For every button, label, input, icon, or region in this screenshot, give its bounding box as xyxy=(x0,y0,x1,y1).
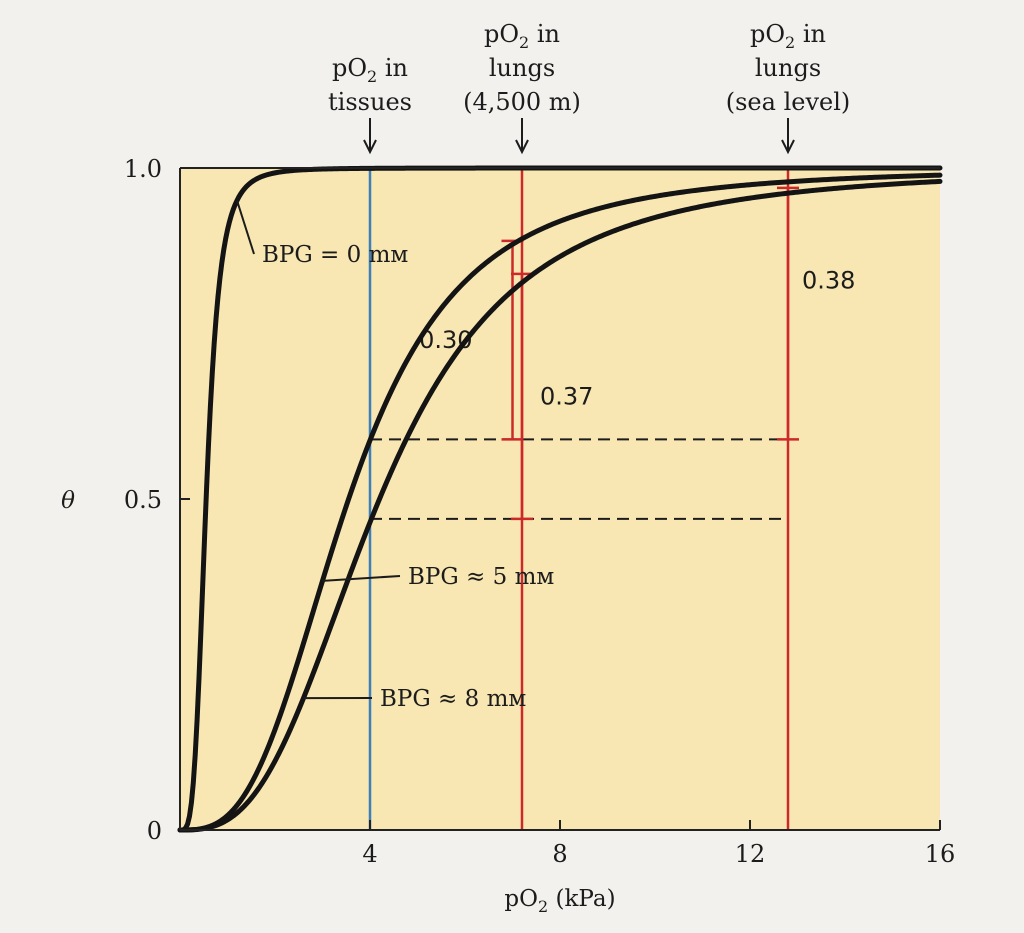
curve-label-1: BPG ≈ 5 mм xyxy=(408,564,554,590)
marker-label-1-line-0: pO2 in xyxy=(484,20,560,52)
delta-label-1: 0.37 xyxy=(540,382,593,410)
y-axis-title: θ xyxy=(61,488,75,514)
marker-arrow-head-1 xyxy=(515,139,529,155)
marker-label-0-line-0: pO2 in xyxy=(332,54,408,86)
curve-bpg-1 xyxy=(177,172,943,833)
curve-leader-0 xyxy=(236,200,255,255)
curve-label-2: BPG ≈ 8 mм xyxy=(380,686,526,712)
curve-bpg-2 xyxy=(177,178,943,833)
marker-label-2-line-2: (sea level) xyxy=(726,88,851,116)
marker-label-1-line-1: lungs xyxy=(489,54,555,82)
marker-label-1-line-2: (4,500 m) xyxy=(463,88,581,116)
y-tick-label-2: 1.0 xyxy=(124,155,162,183)
dashed-reference-lines xyxy=(370,438,788,520)
curve-label-0: BPG = 0 mм xyxy=(262,242,408,268)
axis-ticks: 4 8 12 16 0 0.5 1.0 xyxy=(124,155,955,868)
marker-arrow-head-2 xyxy=(781,139,795,155)
y-tick-label-0: 0 xyxy=(147,817,162,845)
marker-label-0-line-1: tissues xyxy=(328,88,412,116)
y-tick-label-1: 0.5 xyxy=(124,486,162,514)
delta-label-2: 0.38 xyxy=(802,267,855,295)
curve-leader-1 xyxy=(322,575,401,582)
x-tick-label-2: 12 xyxy=(735,840,766,868)
plot-area xyxy=(180,168,940,830)
x-tick-label-1: 8 xyxy=(552,840,567,868)
x-tick-label-3: 16 xyxy=(925,840,956,868)
marker-label-2-line-0: pO2 in xyxy=(750,20,826,52)
marker-label-2-line-1: lungs xyxy=(755,54,821,82)
curve-label-leaders: BPG = 0 mм BPG ≈ 5 mм BPG ≈ 8 mм xyxy=(236,200,554,712)
marker-arrow-head-0 xyxy=(363,139,377,155)
x-tick-label-0: 4 xyxy=(362,840,377,868)
x-axis-title: pO2 (kPa) xyxy=(504,886,615,916)
